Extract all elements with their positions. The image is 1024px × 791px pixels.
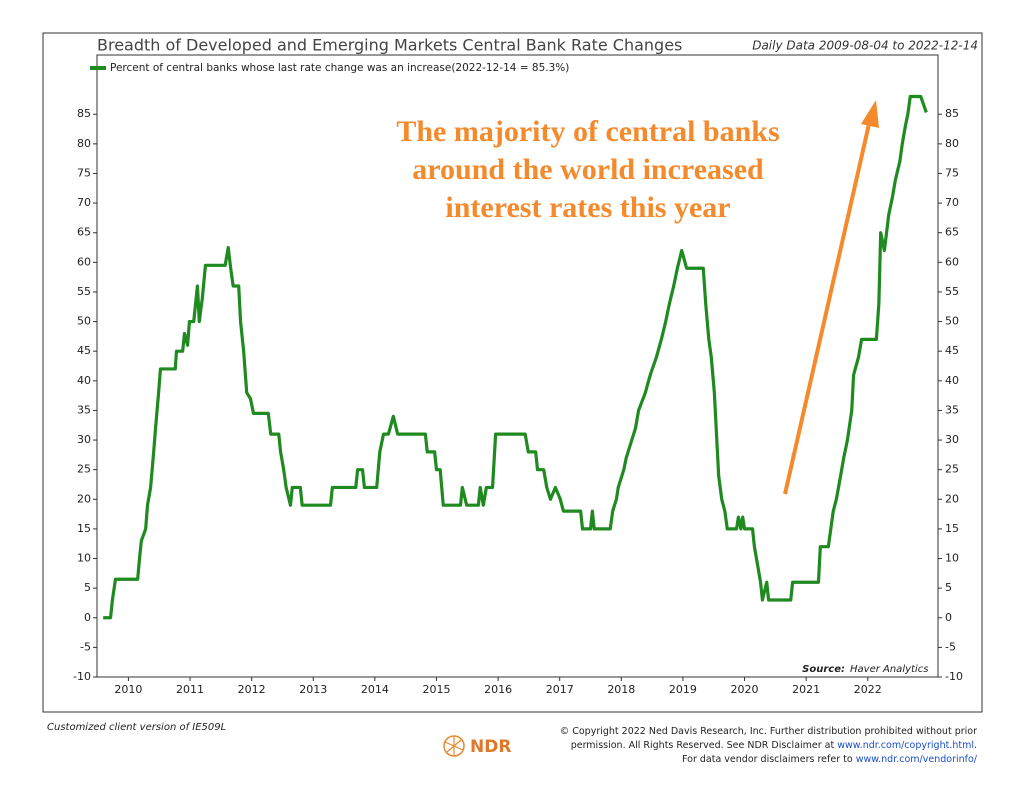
y2-tick-label: 60 xyxy=(945,255,959,268)
y-tick-label: 50 xyxy=(77,315,91,328)
y-tick-label: 65 xyxy=(77,226,91,239)
y2-tick-label: 15 xyxy=(945,522,959,535)
x-tick-label: 2010 xyxy=(114,683,142,696)
y2-tick-label: 75 xyxy=(945,166,959,179)
y2-tick-label: 20 xyxy=(945,492,959,505)
y2-tick-label: 10 xyxy=(945,552,959,565)
y-tick-label: 80 xyxy=(77,137,91,150)
copyright-text: For data vendor disclaimers refer to xyxy=(682,754,856,765)
y-tick-label: 35 xyxy=(77,403,91,416)
y2-tick-label: -5 xyxy=(945,640,956,653)
y2-tick-label: 35 xyxy=(945,403,959,416)
x-tick-label: 2013 xyxy=(299,683,327,696)
y-tick-label: 85 xyxy=(77,107,91,120)
copyright-text: permission. All Rights Reserved. See NDR… xyxy=(571,740,838,751)
y-tick-label: 45 xyxy=(77,344,91,357)
y-tick-label: 40 xyxy=(77,374,91,387)
copyright-text: © Copyright 2022 Ned Davis Research, Inc… xyxy=(560,726,977,737)
annotation: around the world increased xyxy=(412,153,764,186)
client-note: Customized client version of IE509L xyxy=(47,722,226,733)
legend-label: Percent of central banks whose last rate… xyxy=(110,62,569,74)
logo-text: NDR xyxy=(470,737,511,757)
y-tick-label: 60 xyxy=(77,255,91,268)
annotation: The majority of central banks xyxy=(396,115,779,148)
source-label: Source: xyxy=(802,664,845,675)
y2-tick-label: 65 xyxy=(945,226,959,239)
copyright-line: permission. All Rights Reserved. See NDR… xyxy=(571,740,977,751)
source: Haver Analytics xyxy=(850,664,928,675)
annotation-arrow xyxy=(783,123,871,495)
y2-tick-label: 5 xyxy=(945,581,952,594)
y-tick-label: 5 xyxy=(84,581,91,594)
x-tick-label: 2016 xyxy=(484,683,512,696)
x-tick-label: 2011 xyxy=(176,683,204,696)
y2-tick-label: 50 xyxy=(945,315,959,328)
x-tick-label: 2019 xyxy=(669,683,697,696)
y-tick-label: 0 xyxy=(84,611,91,624)
x-tick-label: 2015 xyxy=(422,683,450,696)
copyright-link[interactable]: www.ndr.com/vendorinfo/ xyxy=(856,754,978,765)
x-tick-label: 2021 xyxy=(792,683,820,696)
y-tick-label: 15 xyxy=(77,522,91,535)
x-tick-label: 2018 xyxy=(607,683,635,696)
y2-tick-label: 40 xyxy=(945,374,959,387)
y2-tick-label: 80 xyxy=(945,137,959,150)
x-tick-label: 2017 xyxy=(546,683,574,696)
copyright-line: For data vendor disclaimers refer to www… xyxy=(682,754,978,765)
chart-subtitle: Daily Data 2009-08-04 to 2022-12-14 xyxy=(752,39,978,53)
y-tick-label: -5 xyxy=(80,640,91,653)
y-tick-label: 10 xyxy=(77,552,91,565)
x-tick-label: 2020 xyxy=(731,683,759,696)
x-tick-label: 2022 xyxy=(854,683,882,696)
y2-tick-label: 30 xyxy=(945,433,959,446)
y2-tick-label: 0 xyxy=(945,611,952,624)
y-tick-label: 75 xyxy=(77,166,91,179)
y2-tick-label: 85 xyxy=(945,107,959,120)
annotation-arrowhead xyxy=(861,100,879,128)
data-line xyxy=(103,94,928,620)
y-tick-label: 70 xyxy=(77,196,91,209)
x-tick-label: 2012 xyxy=(238,683,266,696)
y2-tick-label: 45 xyxy=(945,344,959,357)
y2-tick-label: -10 xyxy=(945,670,963,683)
plot-frame xyxy=(96,54,939,678)
y-tick-label: 25 xyxy=(77,463,91,476)
copyright-link[interactable]: www.ndr.com/copyright.html. xyxy=(837,740,977,751)
y2-tick-label: 55 xyxy=(945,285,959,298)
y-tick-label: 20 xyxy=(77,492,91,505)
annotation: interest rates this year xyxy=(445,191,730,224)
y-tick-label: 55 xyxy=(77,285,91,298)
y-tick-label: 30 xyxy=(77,433,91,446)
chart-frame xyxy=(42,32,983,713)
y2-tick-label: 25 xyxy=(945,463,959,476)
copyright-line: © Copyright 2022 Ned Davis Research, Inc… xyxy=(560,726,977,737)
y-tick-label: -10 xyxy=(73,670,91,683)
x-tick-label: 2014 xyxy=(361,683,389,696)
chart-title: Breadth of Developed and Emerging Market… xyxy=(97,36,682,55)
y2-tick-label: 70 xyxy=(945,196,959,209)
logo-icon xyxy=(443,735,465,757)
